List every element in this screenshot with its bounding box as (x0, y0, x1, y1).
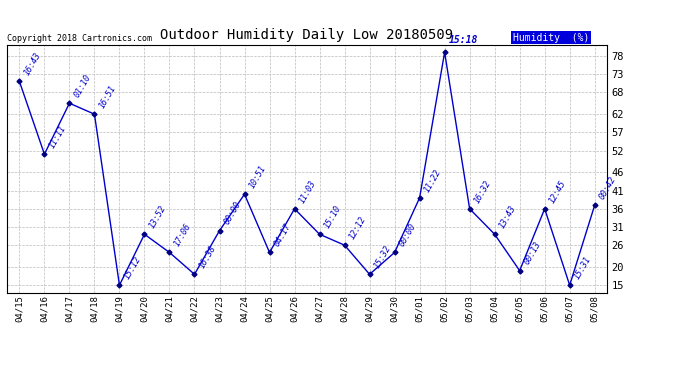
Text: 15:32: 15:32 (373, 244, 393, 270)
Text: 16:32: 16:32 (473, 178, 493, 205)
Text: 16:38: 16:38 (197, 244, 217, 270)
Text: 11:11: 11:11 (47, 124, 68, 150)
Text: 17:06: 17:06 (172, 222, 193, 248)
Text: 00:00: 00:00 (397, 222, 417, 248)
Title: Outdoor Humidity Daily Low 20180509: Outdoor Humidity Daily Low 20180509 (161, 28, 453, 42)
Text: Humidity  (%): Humidity (%) (513, 33, 589, 42)
Text: 12:45: 12:45 (547, 178, 568, 205)
Text: 13:52: 13:52 (147, 204, 168, 230)
Text: 00:13: 00:13 (522, 240, 543, 267)
Text: 12:12: 12:12 (347, 215, 368, 241)
Text: 10:51: 10:51 (247, 164, 268, 190)
Text: 13:43: 13:43 (497, 204, 518, 230)
Text: 00:00: 00:00 (222, 200, 243, 226)
Text: 15:18: 15:18 (448, 35, 478, 45)
Text: 15:12: 15:12 (122, 255, 143, 281)
Text: 15:31: 15:31 (573, 255, 593, 281)
Text: 16:43: 16:43 (22, 51, 43, 77)
Text: 11:22: 11:22 (422, 168, 443, 194)
Text: 04:17: 04:17 (273, 222, 293, 248)
Text: 16:51: 16:51 (97, 84, 117, 110)
Text: Copyright 2018 Cartronics.com: Copyright 2018 Cartronics.com (7, 33, 152, 42)
Text: 01:10: 01:10 (72, 73, 92, 99)
Text: 11:03: 11:03 (297, 178, 317, 205)
Text: 15:10: 15:10 (322, 204, 343, 230)
Text: 00:42: 00:42 (598, 175, 618, 201)
